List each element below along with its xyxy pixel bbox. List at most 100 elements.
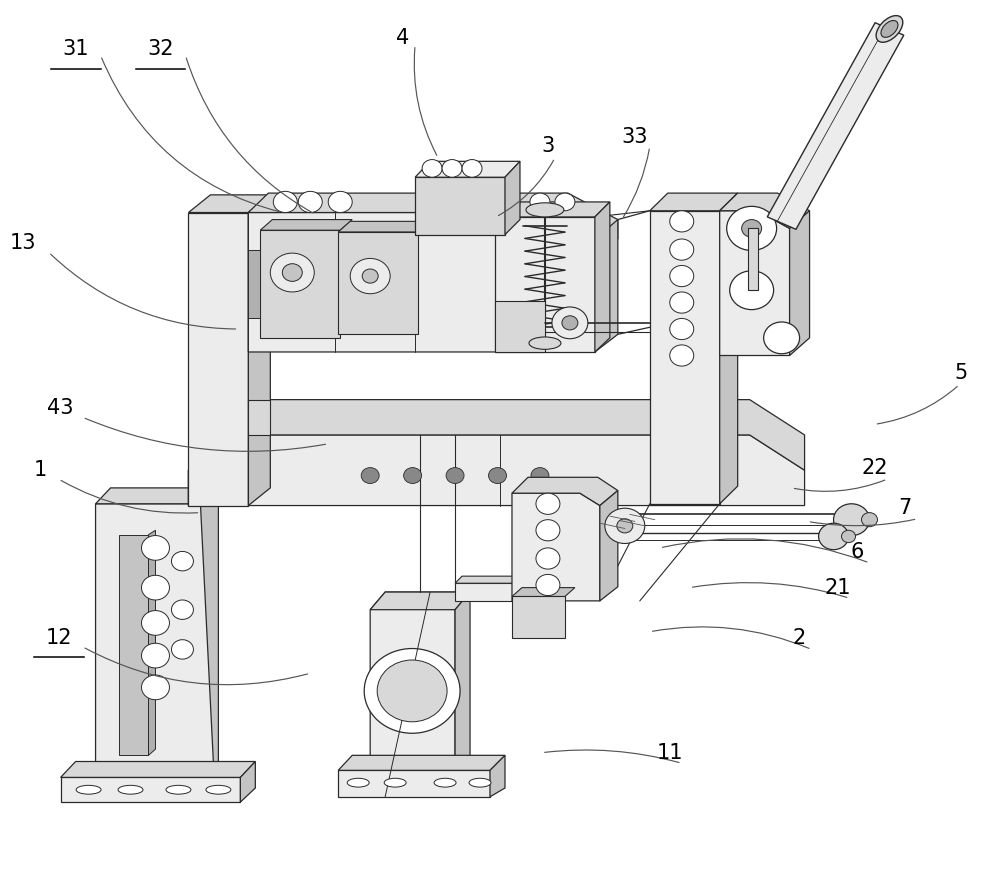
Text: 13: 13: [9, 233, 36, 254]
Polygon shape: [248, 194, 270, 506]
Polygon shape: [495, 217, 595, 352]
Circle shape: [670, 265, 694, 286]
Polygon shape: [595, 219, 618, 352]
Ellipse shape: [347, 778, 369, 787]
Polygon shape: [455, 583, 515, 601]
Circle shape: [617, 519, 633, 533]
Ellipse shape: [529, 337, 561, 349]
Polygon shape: [338, 770, 490, 796]
Circle shape: [141, 536, 169, 560]
Polygon shape: [248, 249, 260, 318]
Circle shape: [861, 513, 877, 527]
Polygon shape: [512, 588, 575, 597]
Text: 1: 1: [34, 461, 47, 480]
Text: 12: 12: [45, 628, 72, 648]
Circle shape: [819, 523, 849, 550]
Polygon shape: [240, 761, 255, 802]
Circle shape: [670, 239, 694, 260]
Polygon shape: [455, 576, 522, 583]
Polygon shape: [260, 219, 352, 230]
Circle shape: [377, 660, 447, 722]
Circle shape: [171, 552, 193, 571]
Polygon shape: [505, 161, 520, 234]
Circle shape: [552, 307, 588, 339]
Circle shape: [670, 292, 694, 313]
Ellipse shape: [384, 778, 406, 787]
Circle shape: [670, 318, 694, 339]
Polygon shape: [720, 193, 738, 504]
Circle shape: [742, 219, 762, 237]
Circle shape: [462, 160, 482, 177]
Polygon shape: [415, 177, 505, 234]
Polygon shape: [260, 230, 340, 338]
Circle shape: [489, 468, 506, 484]
Circle shape: [141, 675, 169, 700]
Polygon shape: [455, 592, 470, 796]
Polygon shape: [188, 400, 248, 506]
Ellipse shape: [118, 785, 143, 794]
Polygon shape: [650, 193, 738, 210]
Circle shape: [730, 271, 774, 309]
Ellipse shape: [469, 778, 491, 787]
Ellipse shape: [881, 20, 898, 37]
Polygon shape: [200, 488, 218, 802]
Polygon shape: [512, 597, 565, 638]
Polygon shape: [767, 23, 904, 229]
Text: 33: 33: [622, 127, 648, 148]
Circle shape: [270, 253, 314, 292]
Circle shape: [536, 575, 560, 596]
Circle shape: [605, 508, 645, 544]
Polygon shape: [248, 400, 270, 435]
Text: 7: 7: [898, 499, 911, 518]
Polygon shape: [338, 221, 430, 232]
Circle shape: [282, 263, 302, 281]
Ellipse shape: [434, 778, 456, 787]
Polygon shape: [370, 592, 470, 610]
Circle shape: [141, 644, 169, 668]
Polygon shape: [96, 488, 218, 504]
Polygon shape: [188, 212, 248, 506]
Polygon shape: [248, 193, 618, 239]
Polygon shape: [338, 232, 418, 334]
Text: 5: 5: [955, 363, 968, 383]
Text: 4: 4: [396, 27, 409, 48]
Polygon shape: [720, 210, 790, 355]
Polygon shape: [119, 535, 148, 755]
Circle shape: [364, 649, 460, 733]
Circle shape: [171, 600, 193, 620]
Circle shape: [171, 640, 193, 659]
Circle shape: [446, 468, 464, 484]
Circle shape: [141, 575, 169, 600]
Ellipse shape: [76, 785, 101, 794]
Circle shape: [328, 191, 352, 212]
Circle shape: [842, 530, 856, 543]
Circle shape: [670, 210, 694, 232]
Circle shape: [362, 269, 378, 283]
Polygon shape: [148, 530, 155, 755]
Circle shape: [442, 160, 462, 177]
Circle shape: [727, 206, 777, 250]
Text: 43: 43: [47, 399, 74, 418]
Polygon shape: [650, 210, 720, 504]
Text: 31: 31: [62, 39, 89, 59]
Circle shape: [530, 193, 550, 210]
Circle shape: [298, 191, 322, 212]
Polygon shape: [748, 228, 758, 290]
Circle shape: [500, 193, 520, 210]
Ellipse shape: [206, 785, 231, 794]
Polygon shape: [248, 400, 805, 470]
Circle shape: [536, 493, 560, 514]
Text: 21: 21: [824, 577, 851, 598]
Polygon shape: [595, 202, 610, 352]
Polygon shape: [600, 491, 618, 601]
Circle shape: [141, 611, 169, 636]
Circle shape: [536, 548, 560, 569]
Text: 2: 2: [793, 628, 806, 648]
Circle shape: [350, 258, 390, 293]
Polygon shape: [720, 193, 810, 228]
Circle shape: [555, 193, 575, 210]
Polygon shape: [188, 435, 805, 506]
Polygon shape: [248, 212, 595, 352]
Circle shape: [531, 468, 549, 484]
Polygon shape: [61, 761, 255, 777]
